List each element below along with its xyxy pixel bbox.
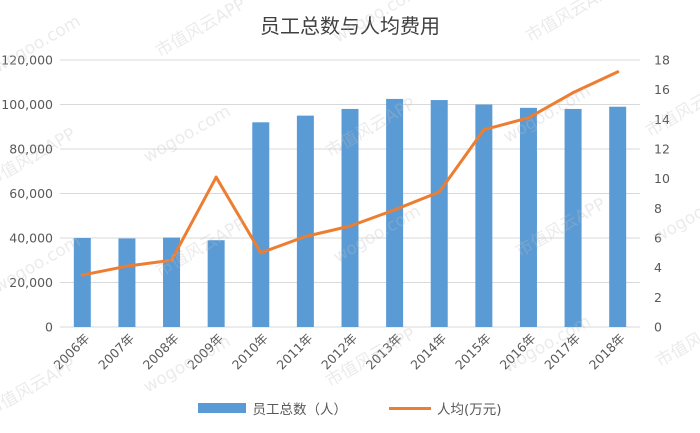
bar (609, 106, 627, 327)
bar (519, 107, 537, 328)
line-point (393, 208, 397, 212)
bar (296, 115, 314, 327)
y-right-tick-label: 14 (654, 112, 670, 127)
line-point (482, 128, 486, 132)
x-tick-label: 2008年 (140, 331, 182, 373)
y-left-tick-label: 0 (45, 320, 53, 335)
x-tick-label: 2010年 (229, 331, 271, 373)
y-left-tick-label: 40,000 (9, 231, 53, 246)
legend-item-per-capita: 人均(万元) (388, 398, 502, 418)
x-tick-label: 2016年 (497, 331, 539, 373)
bar (73, 238, 91, 327)
line-point (259, 251, 263, 255)
bar (430, 100, 448, 327)
y-right-tick-label: 12 (654, 142, 670, 157)
line-point (303, 235, 307, 239)
bar (118, 238, 136, 327)
x-tick-label: 2006年 (50, 331, 92, 373)
bar (386, 98, 404, 327)
legend-label-per-capita: 人均(万元) (436, 402, 502, 418)
x-tick-label: 2009年 (184, 331, 226, 373)
legend-swatch-line (388, 406, 431, 410)
y-left-tick-label: 120,000 (1, 53, 53, 68)
x-tick-label: 2015年 (452, 331, 494, 373)
x-tick-label: 2011年 (274, 331, 316, 373)
x-tick-label: 2007年 (95, 331, 137, 373)
y-left-tick-label: 20,000 (9, 275, 53, 290)
legend-item-headcount: 员工总数（人） (198, 398, 347, 418)
y-left-tick-label: 60,000 (9, 186, 53, 201)
x-tick-label: 2012年 (318, 331, 360, 373)
y-right-tick-label: 8 (654, 201, 662, 216)
bar (341, 108, 359, 327)
line-point (170, 258, 174, 262)
x-tick-label: 2018年 (586, 331, 628, 373)
legend: 员工总数（人） 人均(万元) (0, 396, 700, 420)
line-point (348, 224, 352, 228)
y-right-tick-label: 10 (654, 171, 670, 186)
bar (207, 240, 225, 327)
x-tick-label: 2013年 (363, 331, 405, 373)
legend-label-headcount: 员工总数（人） (252, 402, 347, 418)
line-point (616, 70, 620, 74)
x-tick-label: 2014年 (407, 331, 449, 373)
legend-swatch-bar (198, 403, 247, 413)
y-left-tick-label: 80,000 (9, 142, 53, 157)
line-point (214, 175, 218, 179)
line-point (125, 264, 129, 268)
y-right-tick-label: 2 (654, 290, 662, 305)
line-point (526, 116, 530, 120)
line-point (571, 91, 575, 95)
chart-title: 员工总数与人均费用 (260, 14, 440, 38)
x-tick-label: 2017年 (541, 331, 583, 373)
y-right-tick-label: 6 (654, 231, 662, 246)
y-right-tick-label: 18 (654, 53, 670, 68)
y-right-tick-label: 0 (654, 320, 662, 335)
y-left-tick-label: 100,000 (1, 97, 53, 112)
bar (252, 122, 270, 327)
y-right-tick-label: 4 (654, 260, 662, 275)
line-point (80, 273, 84, 277)
bar (475, 104, 493, 327)
bar (564, 108, 582, 327)
line-point (437, 190, 441, 194)
y-right-tick-label: 16 (654, 82, 670, 97)
